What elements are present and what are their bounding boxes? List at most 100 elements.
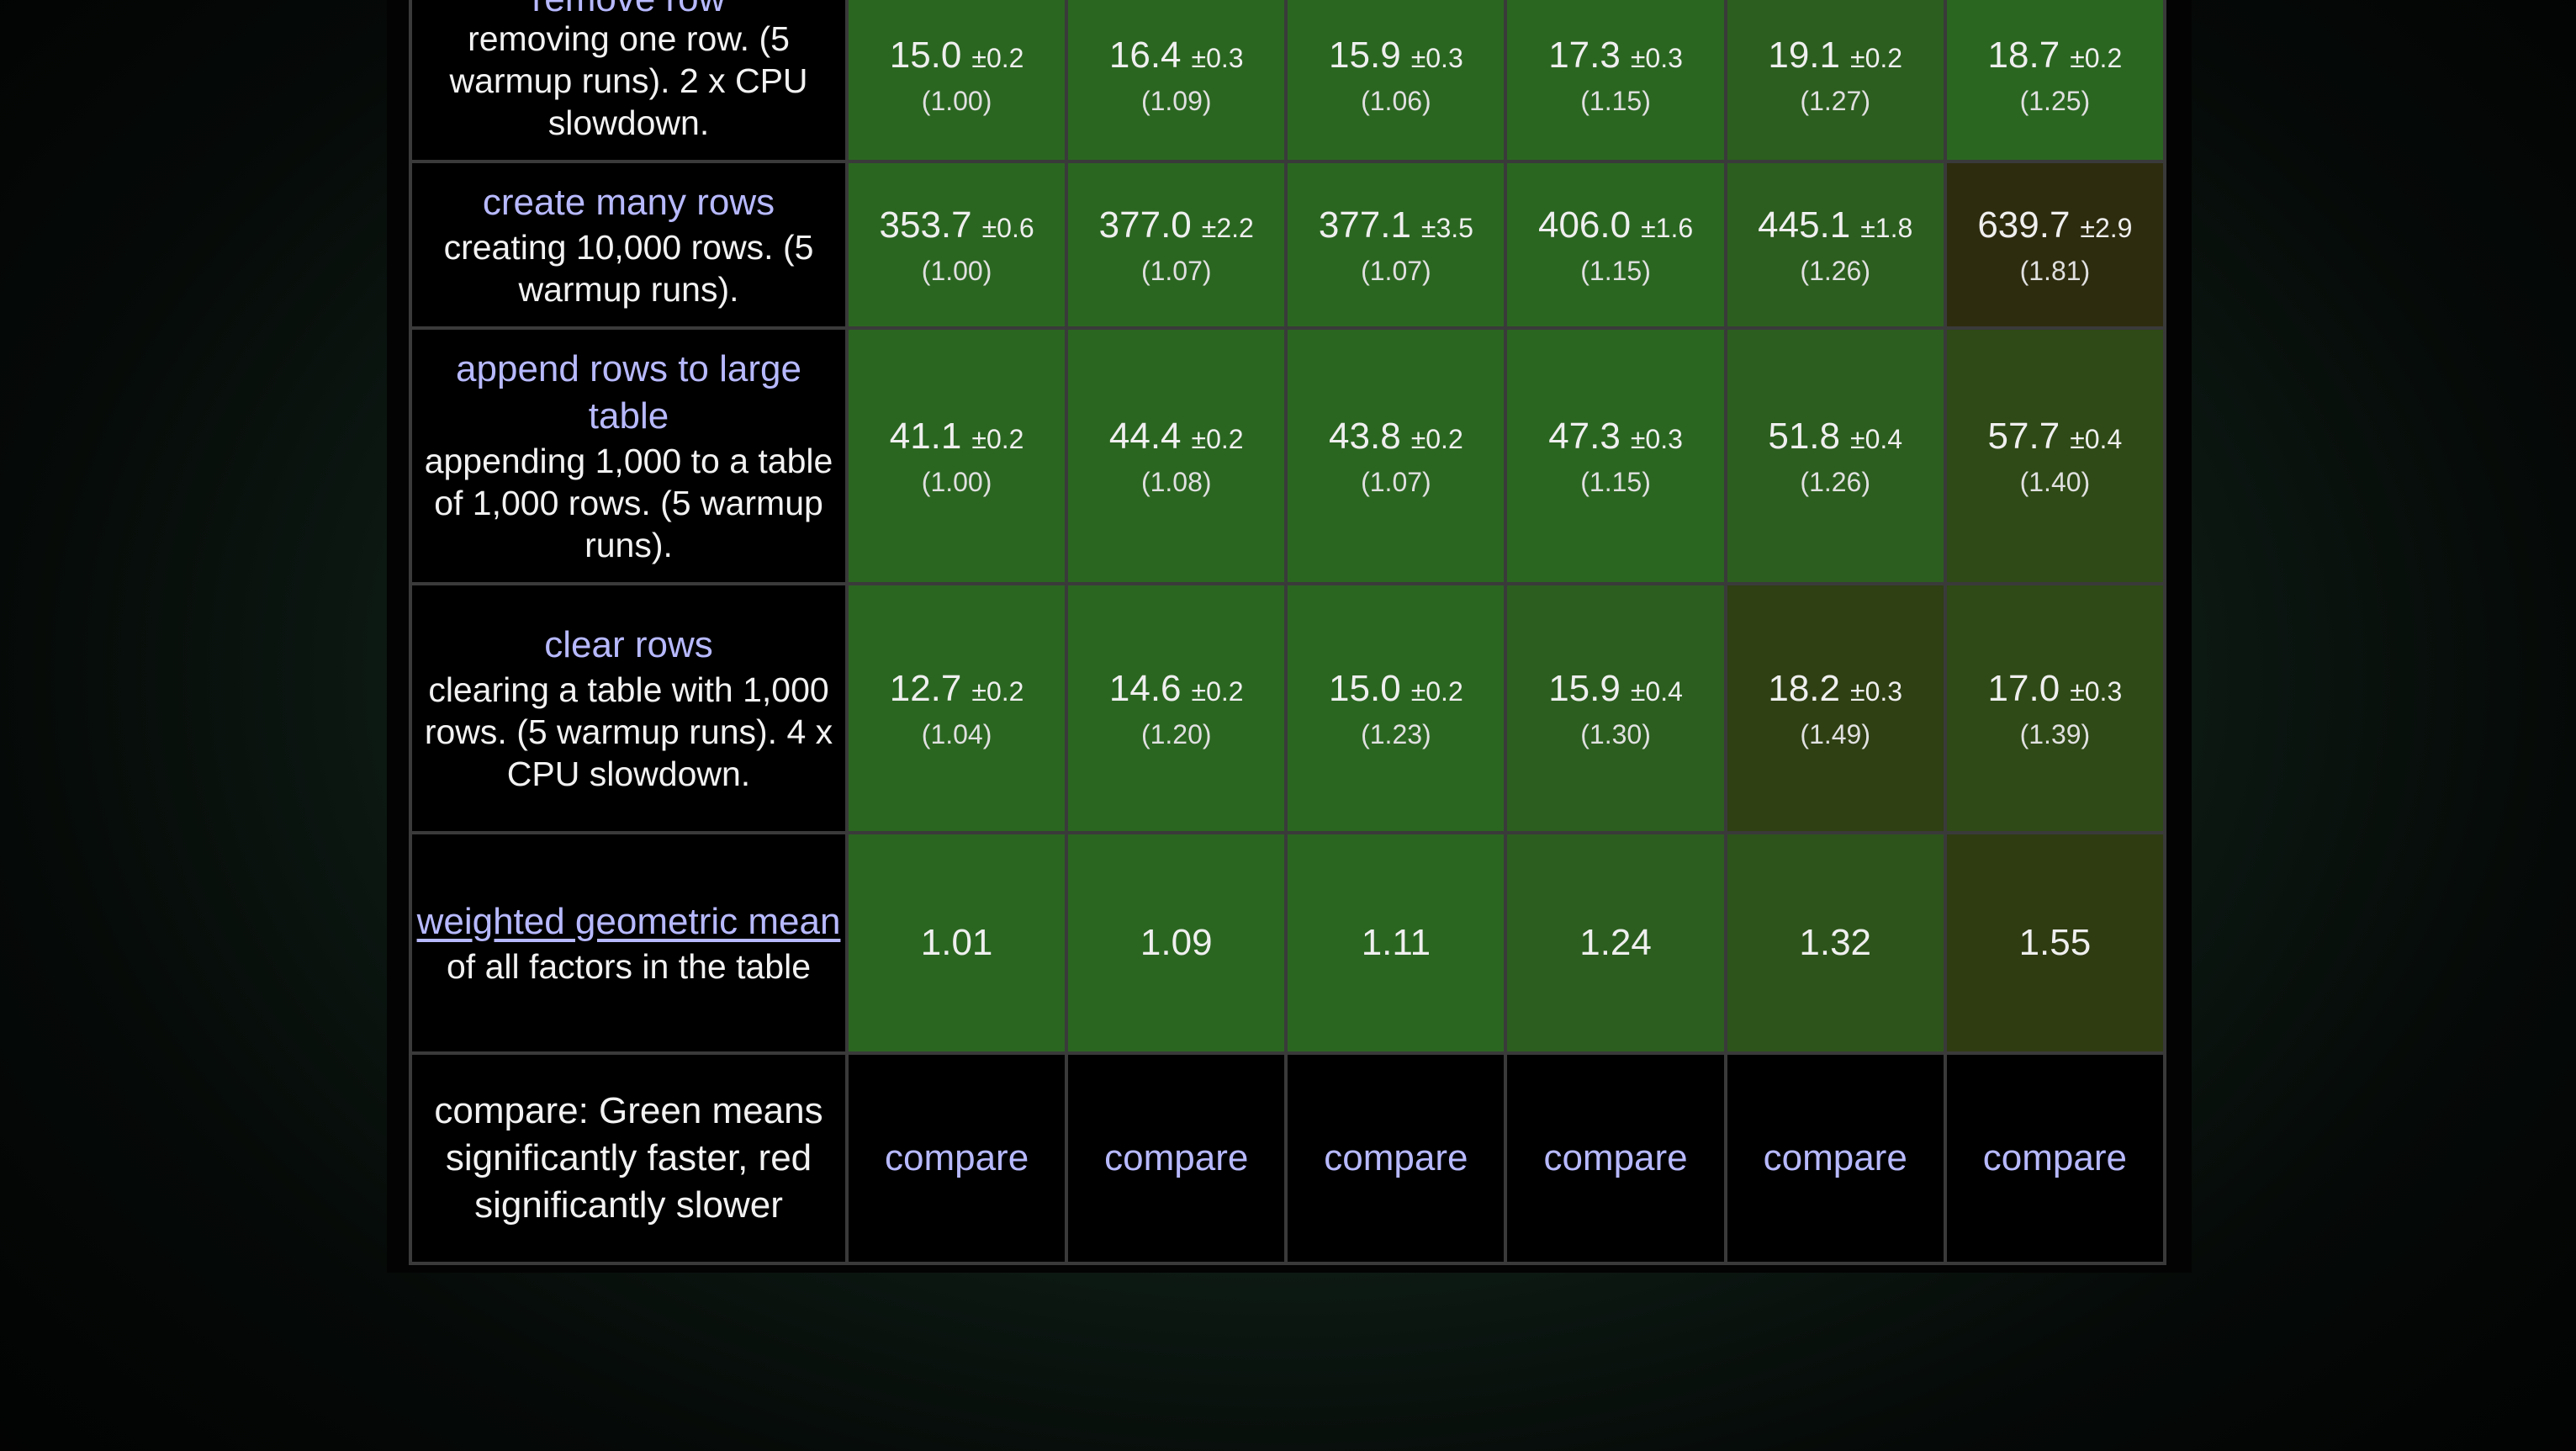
result-factor: (1.15) xyxy=(1580,85,1651,116)
result-deviation: ±3.5 xyxy=(1420,212,1473,243)
table-row: remove row removing one row. (5 warmup r… xyxy=(409,0,2167,163)
result-deviation: ±0.2 xyxy=(1191,423,1244,454)
compare-link[interactable]: compare xyxy=(1763,1137,1907,1178)
compare-cell: compare xyxy=(1504,1051,1727,1265)
result-factor: (1.00) xyxy=(921,466,992,497)
result-value: 43.8 xyxy=(1329,415,1401,457)
result-factor: (1.20) xyxy=(1140,718,1212,749)
result-value: 17.3 xyxy=(1548,34,1621,76)
benchmark-description: removing one row. (5 warmup runs). 2 x C… xyxy=(449,19,808,142)
result-factor: (1.06) xyxy=(1361,85,1431,116)
result-value: 44.4 xyxy=(1108,415,1182,457)
result-factor: (1.07) xyxy=(1361,255,1431,286)
benchmark-title[interactable]: remove row xyxy=(412,0,845,18)
result-value: 47.3 xyxy=(1548,415,1621,457)
table-row: append rows to large table appending 1,0… xyxy=(409,326,2167,585)
result-deviation: ±0.2 xyxy=(1410,423,1463,454)
result-factor: (1.27) xyxy=(1800,85,1870,116)
result-value: 15.9 xyxy=(1548,667,1621,709)
result-deviation: ±0.3 xyxy=(1410,42,1463,73)
result-factor: (1.07) xyxy=(1140,255,1212,286)
geometric-mean-cell: 1.11 xyxy=(1284,831,1508,1055)
result-deviation: ±0.2 xyxy=(2070,42,2123,73)
result-factor: (1.26) xyxy=(1800,466,1870,497)
result-value: 19.1 xyxy=(1768,34,1840,76)
result-deviation: ±0.3 xyxy=(2070,675,2123,707)
compare-cell: compare xyxy=(1284,1051,1508,1265)
geometric-mean-cell: 1.32 xyxy=(1723,831,1947,1055)
benchmark-title[interactable]: append rows to large table xyxy=(456,348,801,437)
result-factor: (1.04) xyxy=(921,718,992,749)
benchmark-title[interactable]: clear rows xyxy=(544,624,713,665)
result-value: 15.9 xyxy=(1329,34,1401,76)
result-deviation: ±0.4 xyxy=(2070,423,2123,454)
result-value: 639.7 xyxy=(1977,204,2071,246)
compare-cell: compare xyxy=(1943,1051,2167,1265)
result-value: 445.1 xyxy=(1758,204,1851,246)
result-cell: 12.7 ±0.2 (1.04) xyxy=(844,582,1069,834)
result-factor: (1.08) xyxy=(1140,466,1212,497)
compare-link[interactable]: compare xyxy=(1543,1137,1688,1178)
result-cell: 18.2 ±0.3 (1.49) xyxy=(1723,582,1947,834)
compare-link[interactable]: compare xyxy=(884,1137,1029,1178)
result-deviation: ±0.4 xyxy=(1630,675,1683,707)
result-deviation: ±0.4 xyxy=(1850,423,1903,454)
geometric-mean-description: of all factors in the table xyxy=(446,947,812,986)
benchmark-label-cell: clear rows clearing a table with 1,000 r… xyxy=(409,582,849,834)
compare-link[interactable]: compare xyxy=(1104,1137,1249,1178)
result-value: 15.0 xyxy=(889,34,962,76)
result-cell: 639.7 ±2.9 (1.81) xyxy=(1943,160,2167,330)
result-deviation: ±0.2 xyxy=(971,42,1024,73)
result-factor: (1.15) xyxy=(1580,466,1651,497)
result-deviation: ±0.2 xyxy=(971,423,1024,454)
benchmark-description: clearing a table with 1,000 rows. (5 war… xyxy=(424,670,833,793)
result-factor: (1.07) xyxy=(1361,466,1431,497)
table-row: clear rows clearing a table with 1,000 r… xyxy=(409,582,2167,834)
result-cell: 353.7 ±0.6 (1.00) xyxy=(844,160,1069,330)
geometric-mean-cell: 1.55 xyxy=(1943,831,2167,1055)
result-deviation: ±0.2 xyxy=(1191,675,1244,707)
result-factor: (1.81) xyxy=(2019,255,2091,286)
compare-cell: compare xyxy=(1723,1051,1947,1265)
result-cell: 445.1 ±1.8 (1.26) xyxy=(1723,160,1947,330)
result-factor: (1.49) xyxy=(1800,718,1870,749)
result-cell: 51.8 ±0.4 (1.26) xyxy=(1723,326,1947,585)
result-value: 18.2 xyxy=(1768,667,1840,709)
compare-link[interactable]: compare xyxy=(1324,1137,1468,1178)
result-value: 12.7 xyxy=(889,667,962,709)
result-factor: (1.09) xyxy=(1140,85,1212,116)
result-deviation: ±2.2 xyxy=(1201,212,1254,243)
result-cell: 15.9 ±0.4 (1.30) xyxy=(1504,582,1727,834)
result-factor: (1.40) xyxy=(2019,466,2091,497)
result-factor: (1.00) xyxy=(921,85,992,116)
result-value: 377.0 xyxy=(1098,204,1192,246)
compare-link[interactable]: compare xyxy=(1982,1137,2127,1178)
result-cell: 14.6 ±0.2 (1.20) xyxy=(1065,582,1288,834)
weighted-geometric-mean-link[interactable]: weighted geometric mean xyxy=(416,901,841,942)
result-value: 15.0 xyxy=(1329,667,1401,709)
result-cell: 16.4 ±0.3 (1.09) xyxy=(1065,0,1288,163)
result-factor: (1.26) xyxy=(1800,255,1870,286)
result-cell: 57.7 ±0.4 (1.40) xyxy=(1943,326,2167,585)
result-deviation: ±0.3 xyxy=(1630,42,1683,73)
result-value: 51.8 xyxy=(1768,415,1840,457)
benchmark-title[interactable]: create many rows xyxy=(482,182,775,223)
result-deviation: ±1.6 xyxy=(1641,212,1694,243)
geometric-mean-cell: 1.01 xyxy=(844,831,1069,1055)
result-cell: 15.0 ±0.2 (1.00) xyxy=(844,0,1069,163)
result-cell: 17.0 ±0.3 (1.39) xyxy=(1943,582,2167,834)
result-deviation: ±0.2 xyxy=(971,675,1024,707)
result-deviation: ±0.3 xyxy=(1191,42,1244,73)
result-value: 14.6 xyxy=(1108,667,1182,709)
result-value: 377.1 xyxy=(1318,204,1411,246)
result-cell: 43.8 ±0.2 (1.07) xyxy=(1284,326,1508,585)
result-cell: 41.1 ±0.2 (1.00) xyxy=(844,326,1069,585)
result-factor: (1.00) xyxy=(921,255,992,286)
result-value: 41.1 xyxy=(889,415,962,457)
benchmark-description: creating 10,000 rows. (5 warmup runs). xyxy=(443,228,814,309)
result-cell: 15.0 ±0.2 (1.23) xyxy=(1284,582,1508,834)
result-deviation: ±0.3 xyxy=(1630,423,1683,454)
compare-cell: compare xyxy=(844,1051,1069,1265)
result-cell: 44.4 ±0.2 (1.08) xyxy=(1065,326,1288,585)
result-deviation: ±0.2 xyxy=(1850,42,1903,73)
